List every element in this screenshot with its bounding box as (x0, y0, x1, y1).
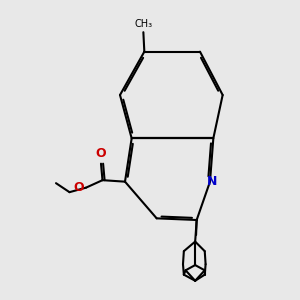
Text: O: O (96, 147, 106, 160)
Text: O: O (73, 181, 84, 194)
Text: CH₃: CH₃ (134, 19, 152, 28)
Text: N: N (207, 175, 218, 188)
